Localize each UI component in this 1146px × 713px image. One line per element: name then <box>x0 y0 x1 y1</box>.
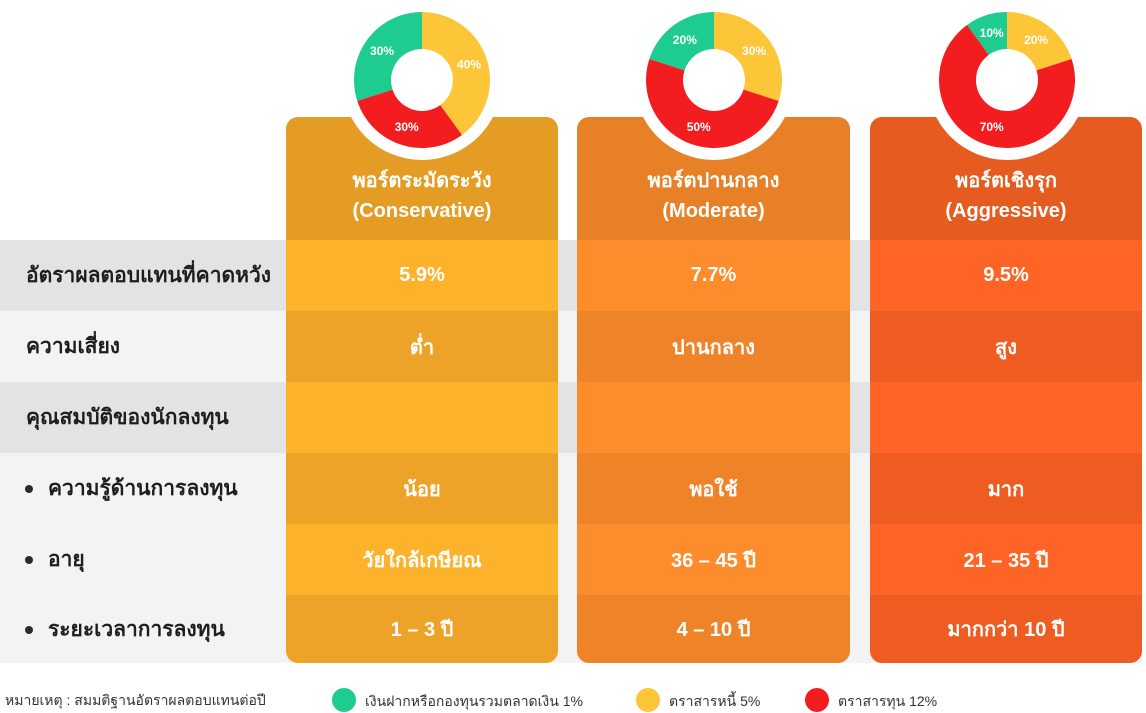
row-label-age: อายุ <box>48 548 85 571</box>
donut-slice-deposit <box>354 12 422 102</box>
donut-slice-deposit <box>649 12 714 71</box>
cell-duration: 4 – 10 ปี <box>577 595 850 663</box>
row-label-duration: ระยะเวลาการลงทุน <box>48 617 225 641</box>
donut-label-deposit: 10% <box>980 26 1004 40</box>
donut-slice-deposit <box>967 12 1007 55</box>
donut-slice-equity <box>357 89 462 148</box>
row-label-return: อัตราผลตอบแทนที่คาดหวัง <box>26 264 272 287</box>
donut-chart-aggressive: 10% 20% 70% <box>927 0 1087 160</box>
cell-duration: มากกว่า 10 ปี <box>870 595 1142 663</box>
column-header: พอร์ตเชิงรุก (Aggressive) <box>870 117 1142 240</box>
cell-risk: ต่ำ <box>286 311 558 382</box>
legend-label-deposit: เงินฝากหรือกองทุนรวมตลาดเงิน 1% <box>365 693 583 709</box>
portfolio-subtitle: (Conservative) <box>352 200 492 222</box>
cell-return: 7.7% <box>577 240 850 311</box>
legend-swatch-equity <box>805 688 829 712</box>
cell-age: 21 – 35 ปี <box>870 524 1142 595</box>
legend-swatch-deposit <box>332 688 356 712</box>
footer-note: หมายเหตุ : สมมติฐานอัตราผลตอบแทนต่อปี <box>5 692 266 708</box>
cell-knowledge: มาก <box>870 453 1142 524</box>
donut-chart-conservative: 30% 40% 30% <box>342 0 502 160</box>
donut-label-equity: 50% <box>687 120 711 134</box>
donut-slice-bond <box>1007 12 1072 71</box>
portfolio-title: พอร์ตเชิงรุก <box>955 170 1057 192</box>
donut-label-bond: 20% <box>1024 33 1048 47</box>
donut-label-bond: 30% <box>742 44 766 58</box>
column-header: พอร์ตระมัดระวัง (Conservative) <box>286 117 558 240</box>
cell-knowledge: พอใช้ <box>577 453 850 524</box>
cell-age: วัยใกล้เกษียณ <box>286 524 558 595</box>
donut-label-equity: 70% <box>980 120 1004 134</box>
cell-return: 5.9% <box>286 240 558 311</box>
portfolio-subtitle: (Aggressive) <box>945 200 1067 222</box>
legend-label-bond: ตราสารหนี้ 5% <box>669 693 761 709</box>
cell-investor <box>870 382 1142 453</box>
cell-risk: สูง <box>870 311 1142 382</box>
portfolio-column-conservative: พอร์ตระมัดระวัง (Conservative) 5.9% ต่ำ … <box>286 117 558 663</box>
cell-age: 36 – 45 ปี <box>577 524 850 595</box>
legend-label-equity: ตราสารทุน 12% <box>838 693 938 709</box>
bullet-icon <box>25 626 33 634</box>
cell-knowledge: น้อย <box>286 453 558 524</box>
portfolio-title: พอร์ตปานกลาง <box>647 170 780 192</box>
donut-slice-equity <box>939 24 1075 148</box>
portfolio-subtitle: (Moderate) <box>662 200 765 222</box>
cell-duration: 1 – 3 ปี <box>286 595 558 663</box>
donut-slice-bond <box>714 12 782 102</box>
cell-risk: ปานกลาง <box>577 311 850 382</box>
bullet-icon <box>25 485 33 493</box>
portfolio-column-aggressive: พอร์ตเชิงรุก (Aggressive) 9.5% สูง มาก 2… <box>870 117 1142 663</box>
row-label-knowledge: ความรู้ด้านการลงทุน <box>48 477 238 500</box>
portfolio-title: พอร์ตระมัดระวัง <box>352 170 492 192</box>
row-label-risk: ความเสี่ยง <box>26 335 121 358</box>
portfolio-column-moderate: พอร์ตปานกลาง (Moderate) 7.7% ปานกลาง พอใ… <box>577 117 850 663</box>
cell-return: 9.5% <box>870 240 1142 311</box>
bullet-icon <box>25 556 33 564</box>
donut-slice-equity <box>646 58 779 148</box>
donut-label-deposit: 20% <box>673 33 697 47</box>
row-label-investor: คุณสมบัติของนักลงทุน <box>26 406 229 429</box>
donut-chart-moderate: 20% 30% 50% <box>634 0 794 160</box>
donut-slice-bond <box>422 12 490 136</box>
donut-label-deposit: 30% <box>370 44 394 58</box>
column-header: พอร์ตปานกลาง (Moderate) <box>577 117 850 240</box>
footer: หมายเหตุ : สมมติฐานอัตราผลตอบแทนต่อปี เง… <box>0 686 1146 713</box>
cell-investor <box>286 382 558 453</box>
donut-label-bond: 40% <box>457 58 481 72</box>
cell-investor <box>577 382 850 453</box>
donut-label-equity: 30% <box>395 120 419 134</box>
legend-swatch-bond <box>636 688 660 712</box>
